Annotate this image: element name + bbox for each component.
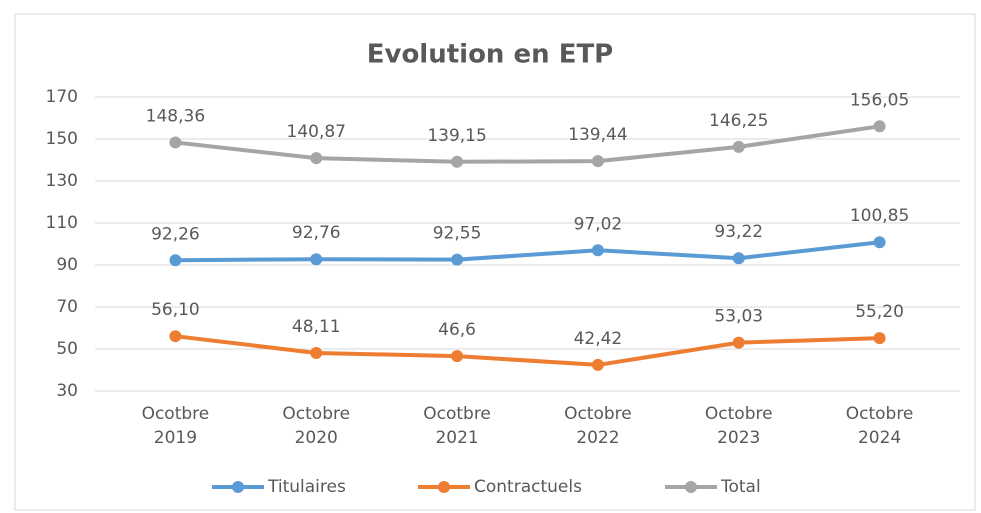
legend-label: Total: [720, 477, 761, 497]
data-label: 156,05: [850, 90, 909, 110]
data-label: 146,25: [709, 111, 768, 131]
point: [169, 136, 182, 149]
point: [591, 155, 604, 168]
data-label: 92,26: [151, 224, 200, 244]
x-tick-label: Ocotbre 2019: [141, 404, 210, 448]
point: [169, 254, 182, 267]
data-label: 100,85: [850, 206, 909, 226]
point: [591, 358, 604, 371]
point: [310, 253, 323, 266]
point: [873, 120, 886, 133]
data-label: 48,11: [292, 317, 341, 337]
series-line: [175, 240, 880, 263]
point: [310, 152, 323, 165]
x-tick-label: Octobre 2023: [704, 404, 773, 448]
x-tick-label: Octobre 2020: [282, 404, 351, 448]
chart-title: Evolution en ETP: [367, 40, 614, 70]
point: [451, 155, 464, 168]
point: [451, 350, 464, 363]
data-label: 55,20: [855, 302, 904, 322]
data-label: 42,42: [574, 329, 623, 349]
series-line: [175, 334, 880, 367]
point: [591, 244, 604, 257]
y-tick-label: 50: [56, 339, 78, 359]
data-label: 53,03: [714, 307, 763, 327]
point: [873, 236, 886, 249]
legend-label: Contractuels: [474, 477, 582, 497]
point: [732, 336, 745, 349]
y-tick-label: 30: [56, 381, 78, 401]
point: [169, 330, 182, 343]
point: [451, 253, 464, 266]
y-tick-label: 170: [46, 87, 78, 107]
point: [873, 332, 886, 345]
x-tick-label: Ocotbre 2021: [423, 404, 491, 448]
x-tick-label: Octobre 2022: [564, 404, 632, 448]
legend-marker: [438, 481, 450, 493]
data-label: 93,22: [714, 222, 763, 242]
data-label: 139,15: [427, 126, 486, 146]
point: [310, 346, 323, 359]
data-label: 46,6: [438, 320, 476, 340]
point: [732, 252, 745, 265]
data-label: 148,36: [146, 106, 205, 126]
x-tick-label: Octobre 2024: [845, 404, 914, 448]
data-label: 139,44: [568, 125, 627, 145]
data-label: 56,10: [151, 300, 200, 320]
y-tick-label: 110: [46, 213, 78, 233]
y-tick-label: 90: [56, 255, 78, 275]
y-tick-label: 150: [46, 129, 78, 149]
legend-label: Titulaires: [267, 477, 346, 497]
legend-marker: [232, 481, 244, 493]
series-line: [175, 124, 880, 164]
data-label: 92,76: [292, 223, 341, 243]
data-label: 92,55: [433, 224, 482, 244]
y-tick-label: 130: [46, 171, 78, 191]
legend-marker: [685, 481, 697, 493]
data-label: 97,02: [574, 214, 623, 234]
y-tick-label: 70: [56, 297, 78, 317]
data-label: 140,87: [287, 122, 346, 142]
point: [732, 140, 745, 153]
